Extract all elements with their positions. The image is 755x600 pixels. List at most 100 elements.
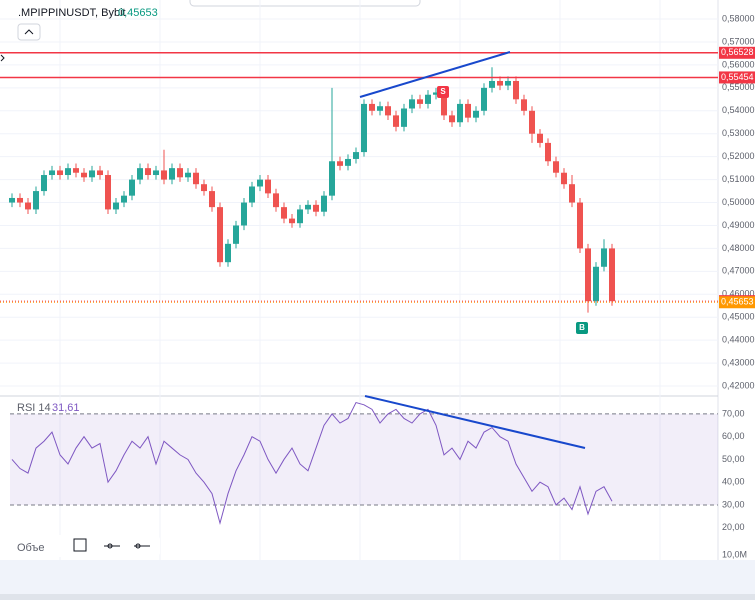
- candle-body: [537, 133, 543, 143]
- buy-label: B: [579, 323, 585, 332]
- y-tick-label: 20,00: [722, 522, 745, 532]
- rsi-value: 31,61: [52, 402, 80, 414]
- collapse-button[interactable]: [17, 23, 41, 41]
- candle-body: [265, 179, 271, 194]
- candle-body: [57, 170, 63, 176]
- rsi-line: [11, 401, 613, 526]
- candle-body: [329, 161, 335, 196]
- bottom-bar: [0, 560, 755, 600]
- sell-marker: [437, 86, 449, 98]
- y-tick-label: 0,48000: [722, 243, 755, 253]
- trend-line: [359, 51, 511, 98]
- candle-body: [401, 108, 407, 127]
- y-tick-label: 0,58000: [722, 13, 755, 23]
- candle-body: [137, 168, 143, 180]
- candle-body: [257, 179, 263, 187]
- candle-body: [353, 152, 359, 159]
- candle-body: [289, 218, 295, 224]
- y-tick-label: 0,57000: [722, 36, 755, 46]
- candle-body: [65, 168, 71, 176]
- y-tick-label: 0,42000: [722, 380, 755, 390]
- candle-body: [561, 172, 567, 185]
- candle-body: [225, 243, 231, 263]
- candle-body: [473, 110, 479, 118]
- symbol: .MPIPPINUSDT, Bybit: [18, 7, 126, 19]
- y-tick-label: 0,55000: [722, 82, 755, 92]
- bottom-strip: [0, 594, 755, 600]
- price-label: 0,55454: [721, 72, 754, 82]
- candle-body: [73, 168, 79, 173]
- buy-marker: [576, 322, 588, 334]
- candle-body: [513, 80, 519, 100]
- y-tick-label: 0,49000: [722, 220, 755, 230]
- candle-body: [385, 106, 391, 116]
- candle-body: [89, 170, 95, 178]
- vertical-grid: [59, 0, 661, 560]
- rect-tool[interactable]: [73, 538, 87, 552]
- candle-body: [601, 248, 607, 267]
- candle-body: [457, 103, 463, 123]
- price-label: 0,56528: [721, 47, 754, 57]
- candle-body: [305, 204, 311, 210]
- candle-body: [161, 170, 167, 180]
- candle-body: [281, 207, 287, 219]
- y-tick-label: 0,46000: [722, 289, 755, 299]
- y-tick-label: 0,50000: [722, 197, 755, 207]
- y-tick-label: 0,52000: [722, 151, 755, 161]
- candle-body: [81, 172, 87, 178]
- candle-body: [505, 80, 511, 86]
- candle-body: [145, 168, 151, 176]
- candle-body: [193, 172, 199, 185]
- candle-body: [361, 103, 367, 153]
- volume-label: Объем: [17, 542, 52, 554]
- trend-line: [364, 395, 586, 449]
- candle-body: [377, 106, 383, 111]
- candle-body: [489, 80, 495, 88]
- y-tick-label: 0,43000: [722, 357, 755, 367]
- y-tick-label: 10,0M: [722, 549, 747, 559]
- candle-body: [497, 80, 503, 86]
- y-tick-label: 0,47000: [722, 266, 755, 276]
- candle-body: [345, 158, 351, 166]
- rsi-title: RSI 14: [17, 402, 51, 414]
- candle-body: [33, 191, 39, 210]
- collapse-icon: [24, 29, 34, 35]
- price-label: 0,45653: [721, 297, 754, 307]
- y-tick-label: 0,53000: [722, 128, 755, 138]
- candle-body: [297, 209, 303, 224]
- candle-body: [569, 184, 575, 203]
- candle-body: [121, 195, 127, 203]
- toolbar-icons: [73, 538, 150, 552]
- candle-body: [169, 168, 175, 180]
- candle-body: [409, 99, 415, 109]
- y-tick-label: 0,56000: [722, 59, 755, 69]
- candle-body: [593, 266, 599, 302]
- candle-body: [417, 99, 423, 104]
- candle-body: [17, 197, 23, 203]
- sell-label: S: [440, 87, 446, 96]
- candle-body: [585, 248, 591, 302]
- side-arrow[interactable]: [0, 54, 5, 62]
- y-tick-label: 50,00: [722, 454, 745, 464]
- price-label-bg: [719, 46, 755, 59]
- candle-body: [321, 195, 327, 212]
- candle-body: [313, 204, 319, 212]
- candle-body: [105, 175, 111, 210]
- candle-body: [249, 186, 255, 203]
- candle-body: [9, 197, 15, 203]
- candle-body: [545, 142, 551, 162]
- candle-body: [553, 161, 559, 173]
- candle-body: [521, 99, 527, 111]
- candle-body: [441, 92, 447, 116]
- candle-body: [337, 161, 343, 166]
- candle-body: [217, 207, 223, 263]
- y-tick-label: 70,00: [722, 408, 745, 418]
- rsi-band: [10, 413, 718, 505]
- y-tick-label: 0,51000: [722, 174, 755, 184]
- candle-body: [201, 184, 207, 192]
- candle-body: [433, 92, 439, 95]
- candle-body: [49, 170, 55, 176]
